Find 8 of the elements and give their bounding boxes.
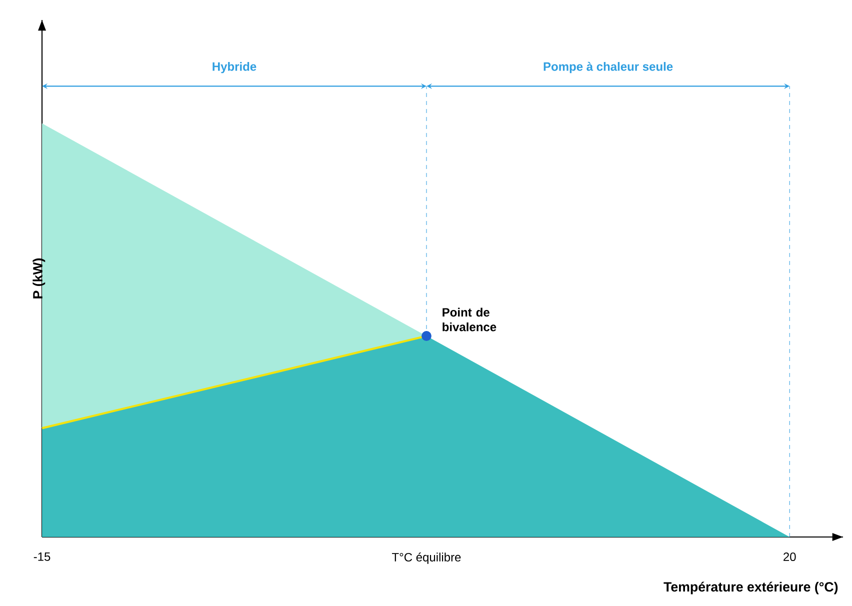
y-axis-title: P (kW) <box>32 258 46 298</box>
text: Pompe à chaleur seule <box>544 62 673 74</box>
annotation: Point de bivalence <box>442 308 496 332</box>
text: Hybride <box>212 62 256 74</box>
x-axis-title: Température extérieure (°C) <box>664 582 838 594</box>
x-tick-label: -15 <box>34 552 50 561</box>
x-tick-label: T°C équilibre <box>392 552 461 564</box>
x-tick-label: 20 <box>784 552 796 562</box>
